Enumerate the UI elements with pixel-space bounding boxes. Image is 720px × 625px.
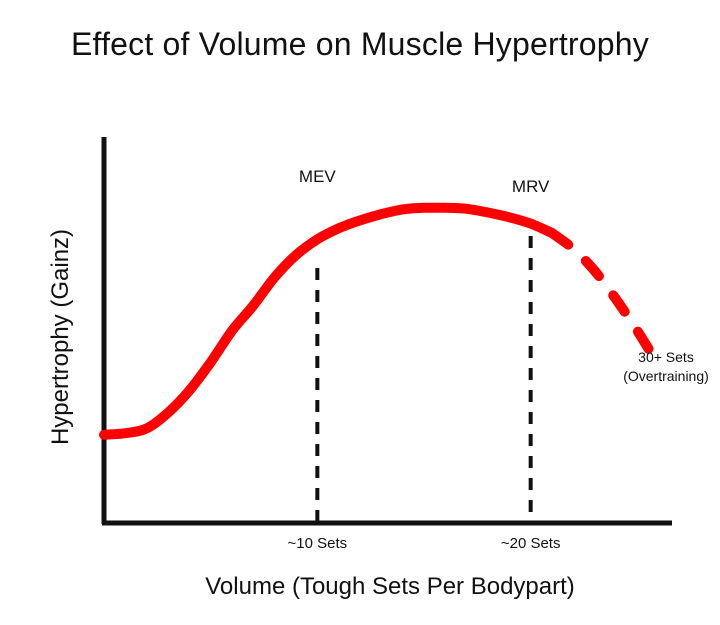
overtraining-curve (547, 228, 664, 371)
x-tick-label-0: ~10 Sets (288, 535, 348, 552)
x-axis-label: Volume (Tough Sets Per Bodypart) (205, 573, 575, 600)
reference-label-mrv: MRV (512, 177, 550, 196)
x-tick-label-1: ~20 Sets (501, 535, 561, 552)
annotation-line-1: (Overtraining) (623, 368, 709, 384)
annotation-line-0: 30+ Sets (638, 349, 694, 365)
chart-title: Effect of Volume on Muscle Hypertrophy (71, 26, 649, 62)
hypertrophy-curve (99, 202, 557, 440)
reference-label-mev: MEV (299, 167, 337, 186)
